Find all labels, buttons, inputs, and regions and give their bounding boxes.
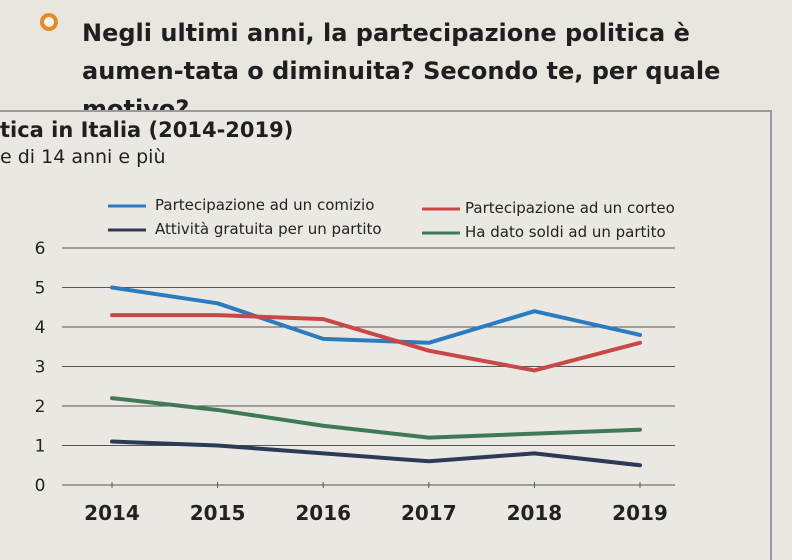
data-point	[427, 349, 431, 353]
y-tick-label: 1	[35, 437, 46, 457]
data-point	[532, 432, 536, 436]
y-tick-label: 3	[35, 358, 46, 378]
series-lines	[110, 285, 642, 468]
x-axis-ticks: 2014 2015 2016 2017 2018 2019	[84, 482, 668, 525]
series-line-1	[110, 313, 642, 373]
data-point	[216, 313, 220, 317]
data-point	[638, 463, 642, 467]
legend-label: Ha dato soldi ad un partito	[465, 223, 666, 241]
legend-label: Partecipazione ad un corteo	[465, 199, 675, 217]
question-text: Negli ultimi anni, la partecipazione pol…	[82, 19, 721, 123]
data-point	[110, 440, 114, 444]
data-point	[321, 451, 325, 455]
legend-label: Partecipazione ad un comizio	[155, 196, 374, 214]
series-line-3	[110, 396, 642, 440]
data-point	[427, 436, 431, 440]
data-point	[110, 313, 114, 317]
data-point	[110, 396, 114, 400]
y-tick-label: 0	[35, 476, 46, 496]
data-point	[321, 317, 325, 321]
data-point	[532, 368, 536, 372]
x-tick-label: 2016	[295, 501, 351, 525]
data-point	[638, 428, 642, 432]
data-point	[216, 408, 220, 412]
y-tick-label: 5	[35, 279, 46, 299]
y-tick-label: 2	[35, 397, 46, 417]
y-tick-label: 6	[35, 239, 46, 259]
data-point	[110, 286, 114, 289]
data-point	[532, 309, 536, 313]
x-tick-label: 2014	[84, 501, 140, 525]
data-point	[427, 341, 431, 345]
data-point	[532, 451, 536, 455]
series-line-2	[110, 439, 642, 468]
data-point	[321, 424, 325, 428]
legend-label: Attività gratuita per un partito	[155, 220, 382, 238]
data-point	[216, 301, 220, 305]
series-line-0	[110, 285, 642, 345]
grid-lines	[62, 247, 675, 486]
y-tick-label: 4	[35, 318, 46, 338]
x-tick-label: 2017	[401, 501, 457, 525]
data-point	[638, 333, 642, 337]
x-tick-label: 2019	[612, 501, 668, 525]
data-point	[638, 341, 642, 345]
data-point	[216, 444, 220, 447]
chart-subtitle: e di 14 anni e più	[0, 146, 166, 168]
x-tick-label: 2018	[507, 501, 563, 525]
data-point	[427, 459, 431, 463]
x-tick-label: 2015	[190, 501, 246, 525]
chart-title: tica in Italia (2014-2019)	[0, 118, 294, 142]
data-point	[321, 337, 325, 341]
y-axis-ticks: 0 1 2 3 4 5 6	[35, 239, 46, 496]
legend: Partecipazione ad un comizio Partecipazio…	[108, 196, 675, 241]
bullet-icon	[40, 13, 58, 31]
